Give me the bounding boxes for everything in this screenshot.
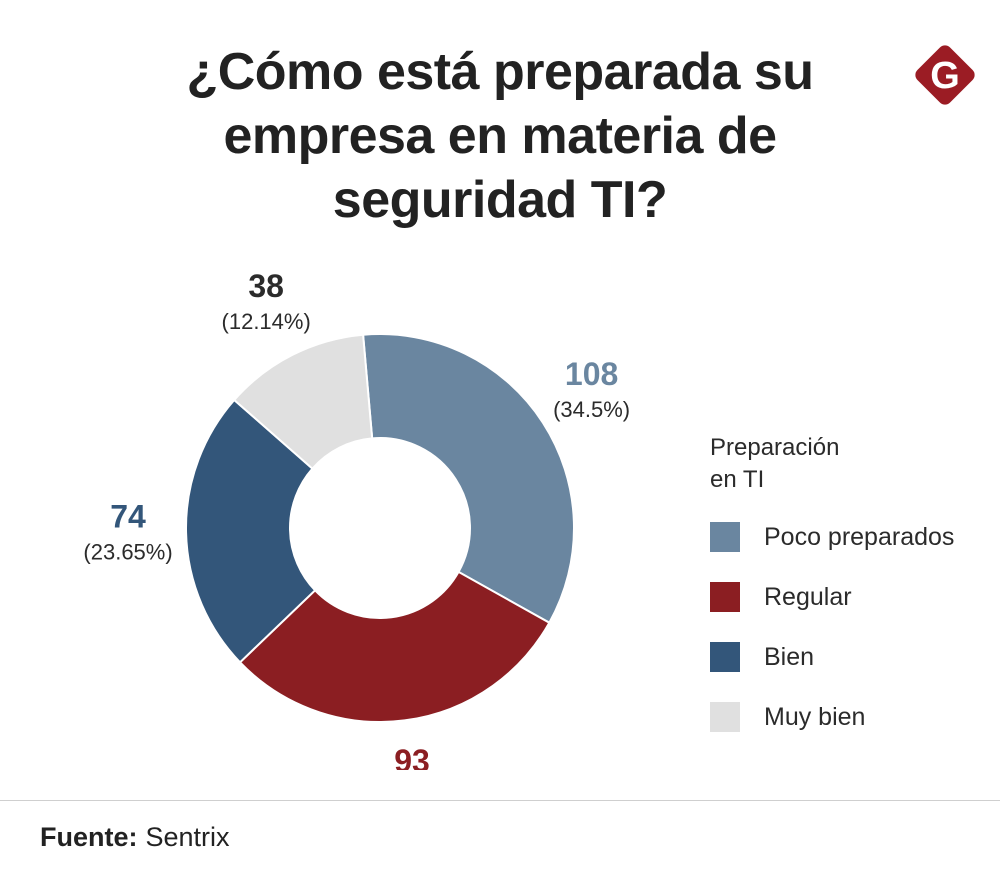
legend-title-line: en TI xyxy=(710,466,765,493)
logo-diamond xyxy=(915,45,975,105)
donut-slice-poco-preparados xyxy=(362,333,575,625)
legend-title: Preparación en TI xyxy=(710,432,990,496)
legend-item-muy-bien: Muy bien xyxy=(710,702,990,732)
title-line: ¿Cómo está preparada su xyxy=(186,43,814,101)
percent-label: (34.5%) xyxy=(553,397,630,422)
source-note: Fuente: Sentrix xyxy=(40,822,230,853)
legend-label: Bien xyxy=(764,642,815,671)
legend-label: Regular xyxy=(764,582,852,611)
title-line: seguridad TI? xyxy=(332,171,668,229)
legend-item-poco-preparados: Poco preparados xyxy=(710,522,990,552)
legend-label: Muy bien xyxy=(764,702,866,731)
donut-slice-bien xyxy=(185,398,317,664)
chart-title: ¿Cómo está preparada su empresa en mater… xyxy=(100,40,900,232)
percent-label: (23.65%) xyxy=(83,540,172,565)
donut-slice-regular xyxy=(238,570,551,723)
value-label: 38 xyxy=(248,268,284,304)
value-label: 108 xyxy=(565,356,618,392)
donut-slice-muy-bien xyxy=(232,333,374,471)
logo-letter: G xyxy=(930,55,960,97)
legend: Preparación en TI Poco preparados Regula… xyxy=(710,432,990,762)
legend-swatch xyxy=(710,702,740,732)
value-label: 74 xyxy=(110,499,146,535)
value-label: 93 xyxy=(394,743,430,770)
title-line: empresa en materia de xyxy=(223,107,777,165)
percent-label: (12.14%) xyxy=(222,309,311,334)
footer-divider xyxy=(0,800,1000,801)
legend-swatch xyxy=(710,582,740,612)
source-value: Sentrix xyxy=(145,822,230,852)
legend-item-regular: Regular xyxy=(710,582,990,612)
legend-title-line: Preparación xyxy=(710,434,840,461)
legend-label: Poco preparados xyxy=(764,522,955,551)
legend-swatch xyxy=(710,522,740,552)
source-label: Fuente: xyxy=(40,822,138,852)
legend-item-bien: Bien xyxy=(710,642,990,672)
brand-logo-icon: G xyxy=(915,45,975,105)
legend-swatch xyxy=(710,642,740,672)
donut-chart: 108(34.5%)93(29.71%)74(23.65%)38(12.14%) xyxy=(83,268,630,770)
